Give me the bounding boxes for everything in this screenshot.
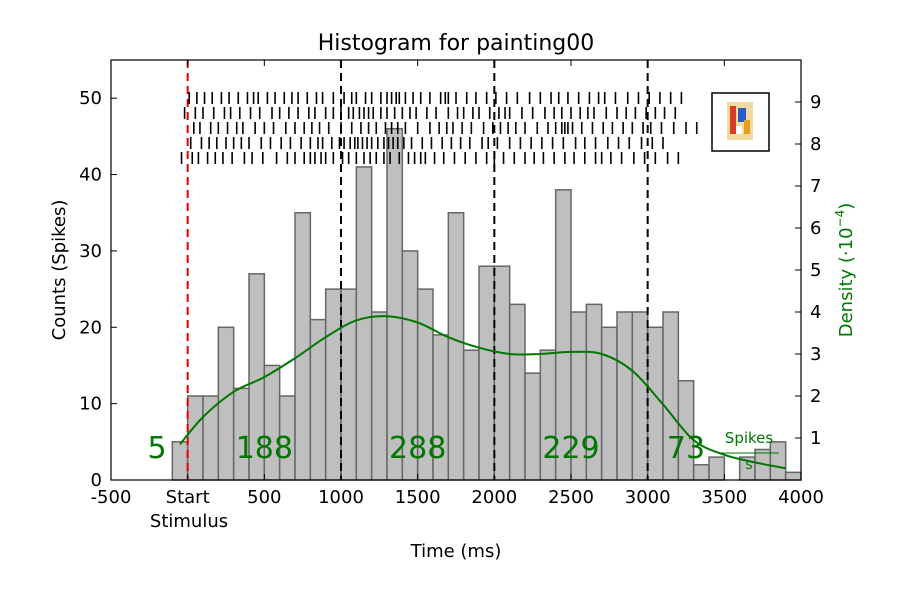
- histogram-bar: [493, 265, 511, 481]
- segment-count-label: 73: [667, 431, 705, 466]
- density-unit-denominator: s: [745, 457, 752, 473]
- y2-tick-label: 1: [810, 428, 821, 449]
- spike-raster: [180, 92, 698, 164]
- y-tick-label: 20: [79, 317, 102, 338]
- x-tick-label: 1000: [318, 487, 364, 508]
- histogram-bar: [294, 211, 312, 481]
- histogram-bar: [524, 372, 542, 481]
- density-curve-layer: [179, 315, 786, 470]
- histogram-bars: [171, 127, 802, 481]
- x-tick-label: 2500: [548, 487, 594, 508]
- histogram-bar: [462, 349, 480, 481]
- painting-thumbnail: [711, 92, 770, 152]
- chart-title: Histogram for painting00: [318, 31, 595, 56]
- histogram-bar: [186, 395, 204, 481]
- y2-axis-label: Density (·10−4): [833, 203, 857, 338]
- segment-count-label: 188: [236, 431, 293, 466]
- segment-count-labels: 5 188 288 229 73: [147, 431, 705, 466]
- y2-tick-label: 9: [810, 92, 821, 113]
- histogram-bar: [600, 326, 618, 481]
- y2-tick-label: 4: [810, 302, 821, 323]
- segment-count-label: 229: [542, 431, 599, 466]
- y2-tick-label: 7: [810, 176, 821, 197]
- x-tick-label: 1500: [395, 487, 441, 508]
- x-tick-label: 3000: [625, 487, 671, 508]
- y-tick-label: 0: [91, 470, 102, 491]
- histogram-bar: [355, 166, 373, 481]
- histogram-bar: [769, 441, 787, 481]
- x-tick-sublabel: Stimulus: [150, 511, 228, 532]
- y2-tick-label: 2: [810, 386, 821, 407]
- histogram-bar: [708, 456, 726, 481]
- y2-tick-label: 8: [810, 134, 821, 155]
- y-tick-label: 10: [79, 394, 102, 415]
- histogram-bar: [478, 265, 496, 481]
- histogram-bar: [171, 441, 189, 481]
- histogram-bar: [447, 211, 465, 481]
- y2-tick-label: 6: [810, 218, 821, 239]
- x-tick-label: 2000: [471, 487, 517, 508]
- x-tick-label: 500: [247, 487, 281, 508]
- x-tick-label: Start: [166, 487, 210, 508]
- density-unit-label: Spikes s: [721, 429, 779, 473]
- histogram-bar: [386, 127, 404, 481]
- density-unit-numerator: Spikes: [725, 429, 774, 447]
- x-axis-label: Time (ms): [410, 541, 502, 562]
- y2-tick-label: 5: [810, 260, 821, 281]
- histogram-bar: [508, 303, 526, 481]
- y-tick-label: 40: [79, 165, 102, 186]
- histogram-bar: [370, 311, 388, 481]
- histogram-bar: [692, 463, 710, 481]
- density-curve: [179, 315, 786, 470]
- histogram-bar: [217, 326, 235, 481]
- y-axis-label: Counts (Spikes): [49, 200, 70, 341]
- y2-tick-label: 3: [810, 344, 821, 365]
- y-axis-ticks: 0 10 20 30 40 50: [79, 88, 117, 491]
- histogram-bar: [324, 288, 342, 481]
- histogram-bar: [784, 471, 802, 481]
- x-tick-label: -500: [91, 487, 132, 508]
- histogram-bar: [631, 311, 649, 481]
- histogram-bar: [340, 288, 358, 481]
- x-axis-ticks: -500 Start 500 1000 1500 2000 2500 3000 3500 4000: [91, 60, 824, 508]
- segment-count-label: 288: [389, 431, 446, 466]
- y2-axis-ticks: 1 2 3 4 5 6 7 8 9: [795, 92, 821, 449]
- y-tick-label: 50: [79, 88, 102, 109]
- segment-count-label: 5: [147, 431, 166, 466]
- x-tick-label: 3500: [701, 487, 747, 508]
- histogram-bar: [309, 318, 327, 481]
- x-tick-label: 4000: [778, 487, 824, 508]
- histogram-bar: [616, 311, 634, 481]
- histogram-bar: [646, 326, 664, 481]
- y-tick-label: 30: [79, 241, 102, 262]
